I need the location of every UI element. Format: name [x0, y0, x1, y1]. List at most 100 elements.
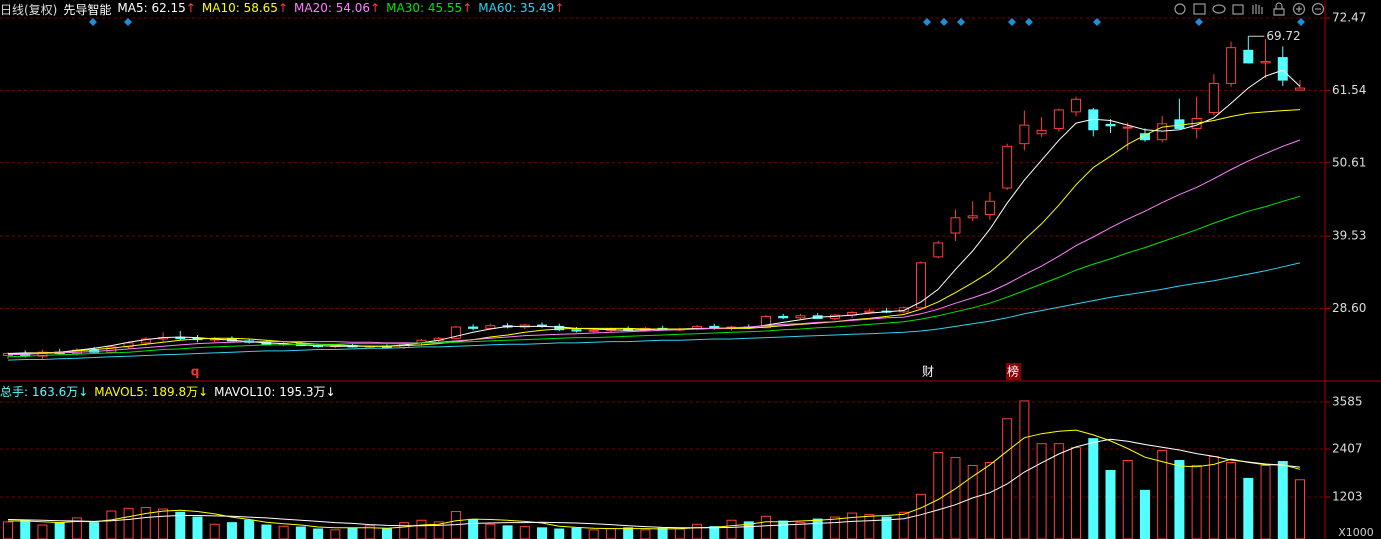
store-icon[interactable]	[1232, 4, 1244, 15]
volume-bar	[416, 519, 427, 539]
volume-bar	[1191, 464, 1202, 539]
legend-name: 总手	[0, 385, 25, 399]
y-tick-label: 3585	[1332, 394, 1363, 408]
volume-bar	[554, 528, 565, 539]
volume-bar	[175, 511, 186, 539]
candle-body	[1122, 126, 1133, 129]
volume-bar	[967, 464, 978, 539]
price-header: 日线(复权) 先导智能 MA5: 62.15↑ MA10: 58.65↑ MA20:…	[0, 1, 564, 18]
y-tick-label: 61.54	[1332, 83, 1366, 97]
volume-bar	[89, 522, 100, 539]
zoom-out-icon[interactable]	[1311, 2, 1325, 16]
volume-bar	[1053, 443, 1064, 539]
volume-bar	[571, 527, 582, 539]
legend-name: MAVOL10	[214, 385, 272, 399]
candle-body	[916, 262, 927, 309]
layout-icon[interactable]	[1193, 3, 1206, 15]
zoom-in-icon[interactable]	[1292, 2, 1306, 16]
volume-bar	[1036, 443, 1047, 539]
candle-body	[898, 307, 909, 313]
volume-bar	[485, 523, 496, 539]
volume-bar	[1105, 469, 1116, 539]
annotation: q	[191, 365, 200, 379]
legend-trend: ↑	[370, 1, 381, 15]
legend-trend: ↓	[198, 385, 209, 399]
chart-title: 日线(复权)	[0, 3, 58, 17]
candle-body	[795, 315, 806, 319]
legend-trend: ↑	[462, 1, 473, 15]
event-marker	[1008, 18, 1016, 26]
legend-item: MA30: 45.55↑	[386, 1, 472, 18]
volume-bar	[1174, 460, 1185, 539]
volume-bar	[519, 526, 530, 539]
view-icon[interactable]	[1212, 4, 1226, 14]
volume-bar	[1260, 464, 1271, 539]
legend-trend: ↑	[554, 1, 565, 15]
event-marker	[1297, 18, 1305, 26]
settings-icon[interactable]	[1174, 3, 1186, 15]
ma-line	[7, 262, 1301, 361]
ma-lines	[7, 69, 1301, 361]
candle-body	[933, 242, 944, 258]
event-markers	[89, 18, 1305, 26]
volume-bar	[743, 521, 754, 539]
volume-bar	[1088, 438, 1099, 539]
volume-bar	[20, 519, 31, 539]
volume-bar	[158, 508, 169, 539]
legend-value: 195.3万	[279, 385, 326, 399]
y-tick-label: 50.61	[1332, 155, 1366, 169]
volume-bar	[226, 522, 237, 539]
legend-separator: :	[235, 1, 244, 15]
volume-bar	[674, 528, 685, 539]
candle-body	[450, 326, 461, 339]
volume-bar	[140, 506, 151, 539]
candle-body	[1071, 98, 1082, 113]
legend-trend: ↓	[325, 385, 336, 399]
legend-name: MAVOL5	[94, 385, 144, 399]
volume-bar	[898, 511, 909, 539]
legend-item: 总手: 163.6万↓	[0, 383, 88, 400]
volume-bar	[37, 524, 48, 539]
volume-bar	[916, 493, 927, 539]
legend-value: 189.8万	[151, 385, 199, 399]
candle-body	[123, 342, 134, 348]
volume-bar	[54, 522, 65, 539]
volume-bar	[209, 523, 220, 539]
candle-body	[1139, 133, 1150, 141]
lock-icon[interactable]	[1273, 2, 1285, 16]
event-marker	[1093, 18, 1101, 26]
candle-body	[1295, 87, 1305, 91]
legend-trend: ↑	[277, 1, 288, 15]
y-tick-label: 72.47	[1332, 11, 1366, 25]
volume-bar	[829, 516, 840, 539]
candle-body	[485, 325, 496, 329]
candle-body	[984, 200, 995, 215]
legend-separator: :	[327, 1, 336, 15]
legend-name: MA5	[117, 1, 144, 15]
volume-bar	[1226, 462, 1237, 539]
volume-bar	[381, 528, 392, 539]
volume-bar	[433, 521, 444, 539]
y-tick-label: 28.60	[1332, 301, 1366, 315]
candle-body	[1260, 61, 1271, 64]
candle-body	[1226, 47, 1237, 84]
hand-icon[interactable]	[1252, 4, 1263, 14]
legend-separator: :	[271, 385, 280, 399]
volume-bar	[313, 528, 324, 539]
volume-unit: X1000	[1338, 526, 1374, 539]
annotation: 财	[922, 365, 934, 379]
toolbar	[1174, 2, 1325, 16]
volume-bar	[468, 518, 479, 539]
volume-bar	[1243, 477, 1254, 539]
y-tick-label: 2407	[1332, 441, 1363, 455]
legend-item: MA5: 62.15↑	[117, 1, 195, 18]
volume-bar	[244, 519, 255, 539]
volume-bar	[278, 525, 289, 539]
volume-header: 总手: 163.6万↓ MAVOL5: 189.8万↓ MAVOL10: 195.3…	[0, 383, 336, 400]
legend-value: 54.06	[335, 1, 371, 15]
legend-value: 58.65	[243, 1, 278, 15]
volume-bar	[295, 526, 306, 539]
event-marker	[89, 18, 97, 26]
